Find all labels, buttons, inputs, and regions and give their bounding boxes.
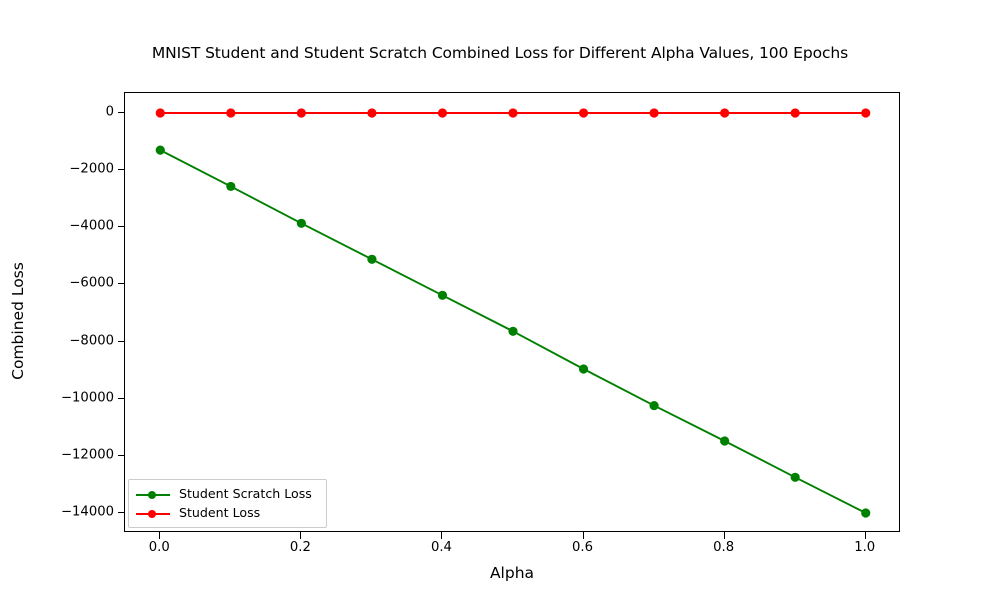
x-axis-tick-label: 0.8 (713, 540, 735, 555)
y-axis-tick-label: −12000 (60, 447, 114, 463)
x-axis-tick-label: 0.0 (148, 540, 170, 555)
data-point-marker (720, 436, 730, 446)
y-axis-tick-mark (117, 283, 124, 285)
x-axis-tick-label: 0.4 (430, 540, 452, 555)
legend-item[interactable]: Student Loss (136, 504, 318, 523)
data-point-marker (649, 400, 659, 411)
x-axis-tick-mark (723, 532, 725, 539)
x-axis-tick-mark (159, 532, 161, 539)
legend-swatch-icon (136, 489, 170, 501)
data-point-marker (226, 108, 236, 118)
y-axis-tick-mark (117, 512, 124, 513)
data-point-marker (861, 108, 871, 118)
legend-label: Student Scratch Loss (179, 486, 312, 502)
y-axis-tick-mark (117, 340, 124, 342)
legend-marker-icon (148, 490, 156, 499)
data-point-marker (437, 108, 448, 118)
series-layer (155, 108, 871, 518)
y-axis-tick-label: 0 (105, 104, 114, 120)
series-1 (155, 145, 871, 518)
data-point-marker (720, 108, 730, 118)
data-point-marker (367, 254, 377, 264)
x-axis-tick-mark (300, 532, 302, 539)
y-axis-tick-mark (117, 169, 124, 171)
legend-marker-icon (148, 509, 156, 518)
plot-area (124, 92, 900, 532)
legend-item[interactable]: Student Scratch Loss (136, 485, 318, 504)
data-point-marker (155, 108, 165, 118)
series-2 (155, 108, 871, 118)
y-axis-tick-label: −10000 (60, 390, 114, 406)
data-point-marker (155, 145, 165, 155)
data-point-marker (790, 472, 800, 482)
x-axis-tick-label: 0.6 (572, 540, 594, 555)
legend-swatch-icon (136, 508, 170, 520)
y-axis-tick-mark (117, 112, 124, 113)
y-axis-tick-labels: 0 −2000 −4000 −6000 −8000 −10000 −12000 −14000 (0, 0, 114, 600)
data-point-marker (437, 290, 448, 300)
data-point-marker (226, 181, 236, 192)
data-point-marker (367, 108, 377, 118)
x-axis-tick-mark (582, 532, 584, 539)
x-axis-tick-label: 0.2 (289, 540, 311, 555)
data-point-marker (649, 108, 659, 118)
y-axis-tick-mark (117, 454, 124, 456)
y-axis-tick-label: −14000 (60, 504, 114, 520)
data-point-marker (578, 108, 589, 118)
y-axis-label: Combined Loss (9, 262, 27, 380)
data-point-marker (790, 108, 800, 118)
data-point-marker (508, 326, 518, 336)
y-axis-tick-label: −8000 (69, 332, 114, 348)
data-point-marker (861, 508, 871, 518)
y-axis-tick-mark (117, 397, 124, 399)
chart-title: MNIST Student and Student Scratch Combin… (151, 44, 849, 62)
data-point-marker (578, 364, 589, 374)
legend[interactable]: Student Scratch Loss Student Loss (128, 479, 327, 528)
x-axis-tick-mark (864, 532, 866, 539)
x-axis-tick-label: 1.0 (854, 540, 876, 555)
y-axis-tick-mark (117, 226, 124, 228)
data-point-marker (296, 218, 306, 228)
x-axis-label: Alpha (489, 564, 535, 582)
plot-inner (125, 93, 901, 533)
data-point-marker (296, 108, 306, 118)
legend-label: Student Loss (179, 505, 261, 521)
y-axis-tick-label: −2000 (69, 161, 114, 177)
x-axis-tick-mark (441, 532, 443, 539)
y-axis-tick-label: −4000 (69, 218, 114, 234)
y-axis-tick-label: −6000 (69, 275, 114, 291)
data-point-marker (508, 108, 518, 118)
